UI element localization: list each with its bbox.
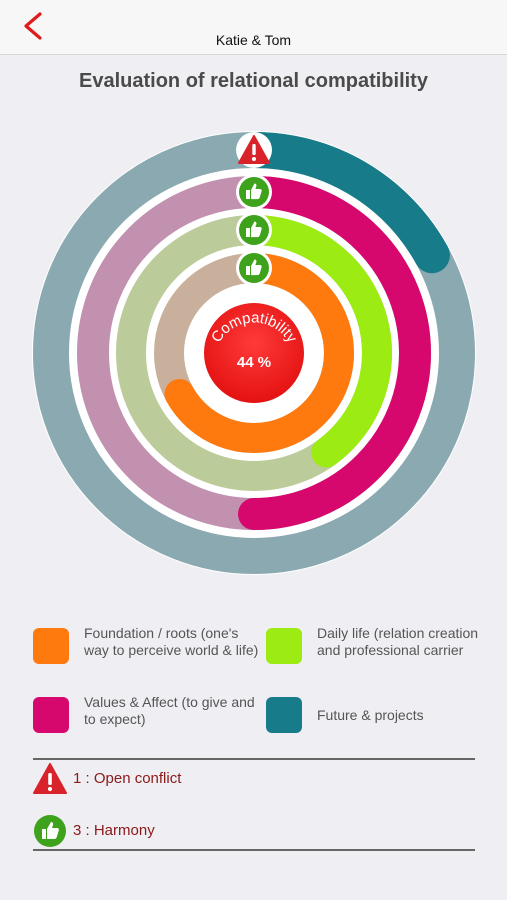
legend-swatch-foundation: [33, 628, 69, 664]
thumbs-up-icon[interactable]: [236, 174, 272, 210]
ring-progress-foundation-roots[interactable]: [164, 253, 354, 453]
page-title: Evaluation of relational compatibility: [79, 70, 428, 92]
navigation-bar: Katie & Tom: [0, 0, 507, 55]
warning-icon: [33, 763, 67, 794]
legend-swatch-future-projects: [266, 697, 302, 733]
legend-label-values-affect: Values & Affect (to give and to expect): [84, 694, 255, 727]
harmony-summary: 3 : Harmony: [33, 814, 475, 850]
ring-progress-daily-life[interactable]: [239, 215, 392, 468]
warning-icon[interactable]: [236, 132, 272, 168]
legend-swatch-values-affect: [33, 697, 69, 733]
back-button[interactable]: [10, 6, 54, 46]
legend-item-daily-life: Daily life (relation creation and profes…: [266, 625, 486, 668]
legend-item-foundation: Foundation / roots (one's way to perceiv…: [33, 625, 258, 668]
divider-bottom: [33, 849, 475, 851]
conflict-count-text: 1 : Open conflict: [73, 770, 182, 787]
harmony-count-text: 3 : Harmony: [73, 822, 155, 839]
legend-swatch-daily-life: [266, 628, 302, 664]
legend-item-values-affect: Values & Affect (to give and to expect): [33, 694, 255, 737]
center-compatibility-badge[interactable]: [204, 303, 304, 403]
ring-progress-future-projects[interactable]: [236, 132, 450, 274]
thumbs-up-icon: [34, 815, 66, 847]
legend-label-foundation: Foundation / roots (one's way to perceiv…: [84, 625, 259, 658]
thumbs-up-icon[interactable]: [236, 212, 272, 248]
thumbs-up-icon[interactable]: [236, 250, 272, 286]
legend-item-future-projects: Future & projects: [266, 697, 486, 737]
nav-title: Katie & Tom: [215, 32, 292, 48]
compatibility-rings-chart: Compatibility 44 %: [32, 131, 476, 575]
chevron-left-icon: [24, 12, 42, 40]
conflict-summary: 1 : Open conflict: [33, 762, 475, 798]
compatibility-value: 44 %: [237, 354, 271, 371]
legend-label-daily-life: Daily life (relation creation and profes…: [317, 625, 479, 658]
ring-progress-values-affect[interactable]: [238, 176, 431, 530]
legend-label-future-projects: Future & projects: [317, 707, 424, 723]
divider-top: [33, 758, 475, 760]
